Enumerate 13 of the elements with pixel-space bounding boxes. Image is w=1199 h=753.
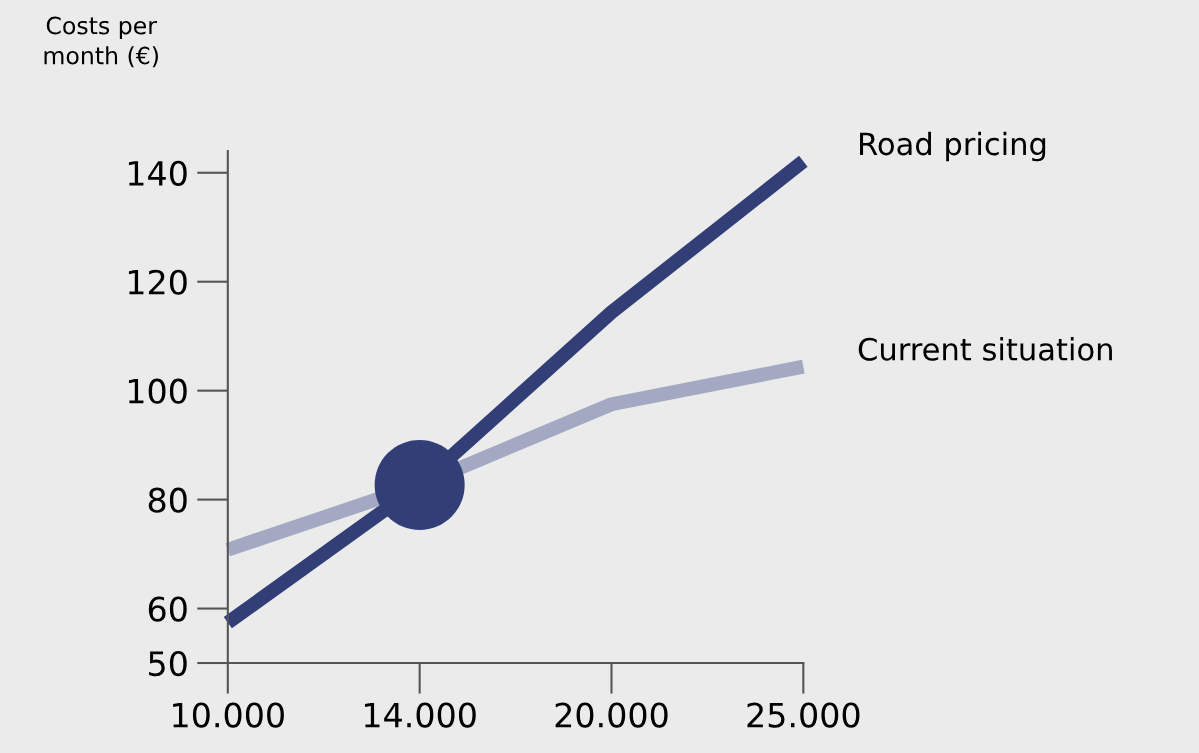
series-label: Current situation	[858, 337, 1112, 361]
series-label: Road pricing	[860, 131, 1046, 162]
x-tick-label: 14.000	[364, 702, 476, 728]
y-tick-label: 60	[148, 596, 187, 622]
y-axis-title: Costs per month (€)	[44, 16, 158, 68]
y-tick-label: 100	[128, 378, 187, 404]
y-tick-label: 140	[128, 160, 187, 186]
y-tick-label: 120	[128, 269, 187, 295]
x-tick-label: 25.000	[747, 702, 860, 728]
y-tick-label: 80	[148, 487, 187, 513]
x-tick-label: 10.000	[173, 702, 284, 728]
x-tick-label: 20.000	[555, 702, 668, 728]
y-tick-label: 50	[149, 650, 187, 677]
